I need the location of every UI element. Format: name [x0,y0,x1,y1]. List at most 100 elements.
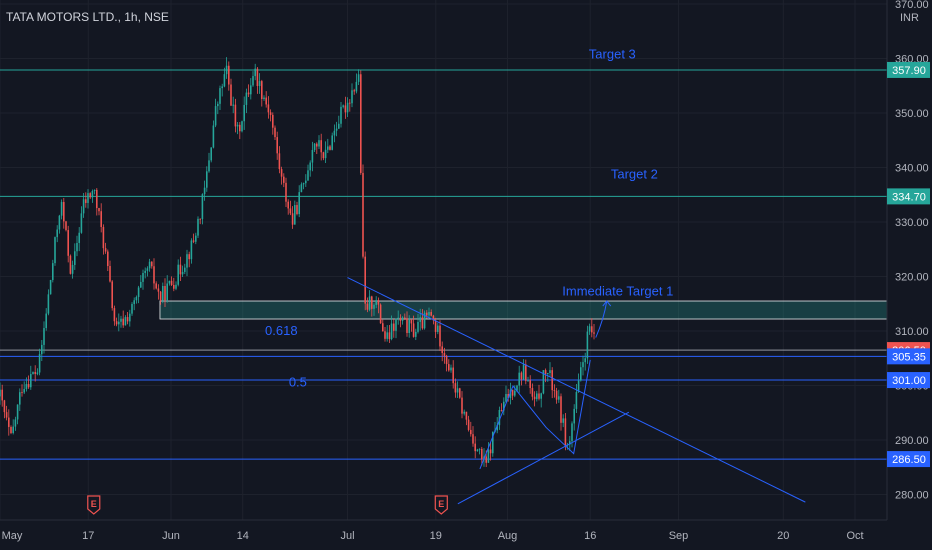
candle-body [538,393,540,399]
candle [100,203,102,233]
candle-body [157,288,160,292]
x-tick-label: 20 [777,530,789,542]
candle [577,373,580,393]
candle [335,121,338,137]
candle [371,295,373,317]
candle-body [476,449,479,452]
candle [265,91,267,108]
candle [58,214,61,234]
candle-body [173,285,175,289]
candle [410,319,413,332]
candle-body [395,318,397,331]
candle-body [146,268,149,271]
candle-body [278,153,281,170]
candle [243,96,245,130]
candle [472,426,474,447]
candle-body [551,370,553,391]
candle [252,71,254,87]
candle-body [263,97,265,100]
candle-body [236,124,239,127]
arrow-head [602,300,612,307]
candle-body [412,323,415,337]
candle-body [60,202,63,216]
candle [131,302,133,316]
candle-body [584,358,586,363]
candle-body [571,423,573,442]
price-tag: 305.35 [887,348,930,365]
candle [175,281,177,291]
candle [41,340,43,362]
candle-body [577,380,580,393]
x-tick-label: 14 [237,530,249,542]
candle [428,307,430,318]
candle-body [357,74,360,82]
price-tag: 334.70 [887,188,930,205]
candle [419,308,421,331]
candle [296,201,298,216]
candle-body [63,202,65,222]
candle-body [404,317,406,319]
candle [113,305,116,326]
candle-body [91,191,94,198]
candle [82,192,85,218]
candle [98,207,100,216]
candle [520,371,523,386]
price-tag-bg [887,188,930,205]
candle-body [375,300,377,305]
candle [445,354,448,372]
candle-body [14,419,17,427]
candle [327,138,329,154]
candle [32,371,34,375]
earnings-marker-label: E [438,499,444,509]
candle [267,96,270,119]
candle-body [379,304,382,324]
candle [591,318,593,338]
candle-body [41,344,43,355]
candle [129,309,131,327]
candle [489,442,492,461]
candle [503,397,505,416]
candle-body [507,393,509,399]
candle-body [118,321,120,325]
candle-body [586,331,589,359]
candle-body [137,287,140,298]
candle-body [210,147,212,161]
candle-body [335,128,338,131]
candle-body [558,396,560,400]
candle-body [188,254,190,260]
y-tick-label: 320.00 [895,272,929,284]
x-tick-label: 17 [82,530,94,542]
candle [368,290,371,312]
candle [364,251,366,311]
candle [377,297,380,314]
price-tag: 357.90 [887,61,930,78]
candle [228,61,230,91]
candle [349,99,351,112]
candle [388,325,391,344]
candle-body [441,346,443,354]
candle [217,101,219,115]
candle [498,406,501,430]
candle [505,385,507,404]
earnings-icon [87,495,101,515]
candle [269,109,272,122]
candle [190,238,193,264]
candle-body [588,326,591,332]
candle-body [159,291,162,301]
candle [225,57,228,79]
candle-body [562,418,564,423]
candle-body [1,389,3,401]
candle-body [509,389,512,399]
candle [54,236,56,266]
symbol-title[interactable]: TATA MOTORS LTD., 1h, NSE [6,10,169,24]
candle [382,319,384,332]
candle-body [153,266,155,284]
price-tag-label: 301.00 [892,375,926,387]
candle [408,315,410,338]
candle-body [349,102,351,104]
candle-body [294,205,296,225]
candle-body [219,88,221,104]
candle-body [65,221,67,231]
candle-body [461,397,463,414]
